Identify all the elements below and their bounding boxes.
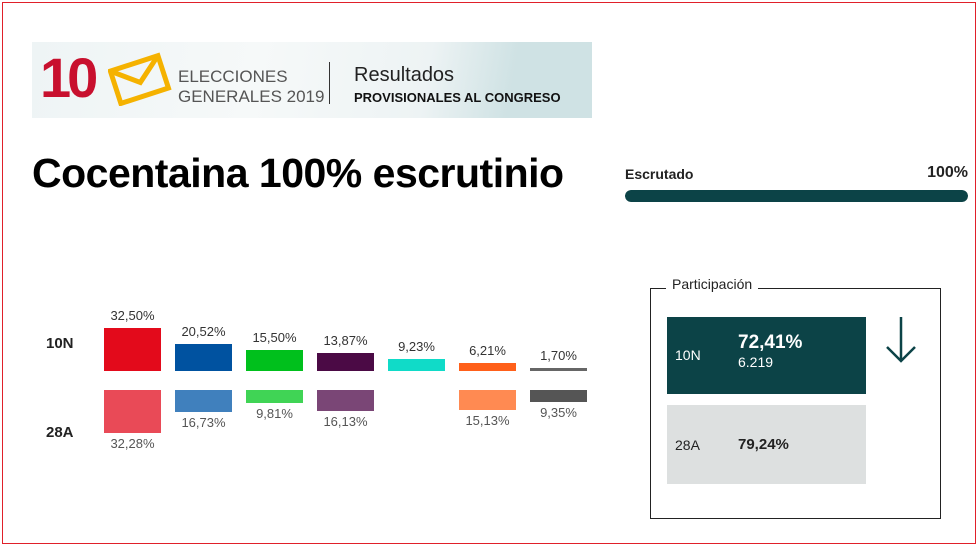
bar-10n-2	[246, 350, 303, 371]
bar-10n-4	[388, 358, 445, 371]
page-frame	[2, 2, 976, 544]
arrow-down-icon	[886, 317, 916, 363]
bar-10n-1	[175, 343, 232, 371]
scrutiny-value: 100%	[927, 164, 968, 181]
row-label-28a: 28A	[46, 424, 74, 441]
participation-current: 10N 72,41% 6.219	[667, 317, 866, 394]
participation-label: Participación	[666, 276, 759, 292]
envelope-icon	[108, 52, 172, 106]
participation-current-label: 10N	[675, 347, 701, 363]
participation-previous: 28A 79,24%	[667, 405, 866, 484]
bar-10n-6	[530, 368, 587, 371]
scrutiny-progress-fill	[625, 190, 968, 202]
scrutiny-label: Escrutado	[625, 166, 694, 182]
bar-28a-2	[246, 390, 303, 404]
banner-divider	[329, 62, 330, 104]
value-label-10n-2: 15,50%	[252, 330, 297, 346]
bar-28a-3	[317, 390, 374, 412]
bar-28a-0	[104, 390, 161, 433]
participation-current-pct: 72,41%	[738, 332, 803, 353]
value-label-28a-6: 9,35%	[540, 405, 577, 421]
value-label-10n-0: 32,50%	[110, 307, 155, 323]
row-label-10n: 10N	[46, 335, 74, 352]
bar-28a-6	[530, 390, 587, 403]
page-title: Cocentaina 100% escrutinio	[32, 150, 564, 196]
election-banner: 10 ELECCIONES GENERALES 2019 Resultados P…	[32, 42, 592, 118]
scrutiny-progress-bar	[625, 190, 968, 202]
participation-previous-label: 28A	[675, 437, 700, 453]
participation-current-votes: 6.219	[738, 354, 774, 370]
participation-previous-pct: 79,24%	[738, 436, 789, 453]
banner-line2: GENERALES 2019	[178, 87, 325, 106]
value-label-10n-5: 6,21%	[469, 342, 506, 358]
bar-10n-0	[104, 327, 161, 371]
participation-panel	[650, 288, 941, 519]
value-label-28a-5: 15,13%	[465, 413, 510, 429]
value-label-10n-4: 9,23%	[398, 338, 435, 354]
value-label-10n-6: 1,70%	[540, 348, 577, 363]
value-label-10n-3: 13,87%	[323, 332, 368, 348]
bar-28a-1	[175, 390, 232, 413]
banner-line1: ELECCIONES	[178, 67, 288, 86]
bar-10n-3	[317, 352, 374, 371]
value-label-28a-1: 16,73%	[181, 415, 226, 431]
value-label-28a-3: 16,13%	[323, 414, 368, 430]
bar-10n-5	[459, 362, 516, 371]
value-label-28a-2: 9,81%	[256, 406, 293, 422]
banner-number: 10	[40, 46, 98, 109]
results-subtitle: PROVISIONALES AL CONGRESO	[354, 90, 561, 105]
bar-28a-5	[459, 390, 516, 411]
results-title: Resultados	[354, 64, 455, 86]
value-label-10n-1: 20,52%	[181, 323, 226, 339]
value-label-28a-0: 32,28%	[110, 435, 155, 451]
